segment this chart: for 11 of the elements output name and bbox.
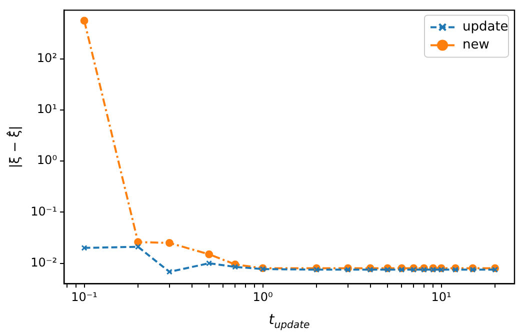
y-tick-label: 10⁻¹ (30, 204, 58, 218)
x-tick-label: 10¹ (431, 290, 452, 304)
legend-label: new (462, 38, 490, 53)
y-tick-label: 10⁰ (36, 153, 58, 168)
y-axis-title: |ξ − ξ̂| (6, 126, 24, 168)
x-tick-label: 10⁻¹ (71, 290, 98, 304)
y-tick-label: 10¹ (36, 102, 58, 116)
y-tick-label: 10⁻² (30, 255, 58, 270)
y-tick-label: 10² (36, 51, 58, 66)
x-tick-label: 10⁰ (252, 290, 274, 304)
legend-label: update (462, 20, 508, 35)
